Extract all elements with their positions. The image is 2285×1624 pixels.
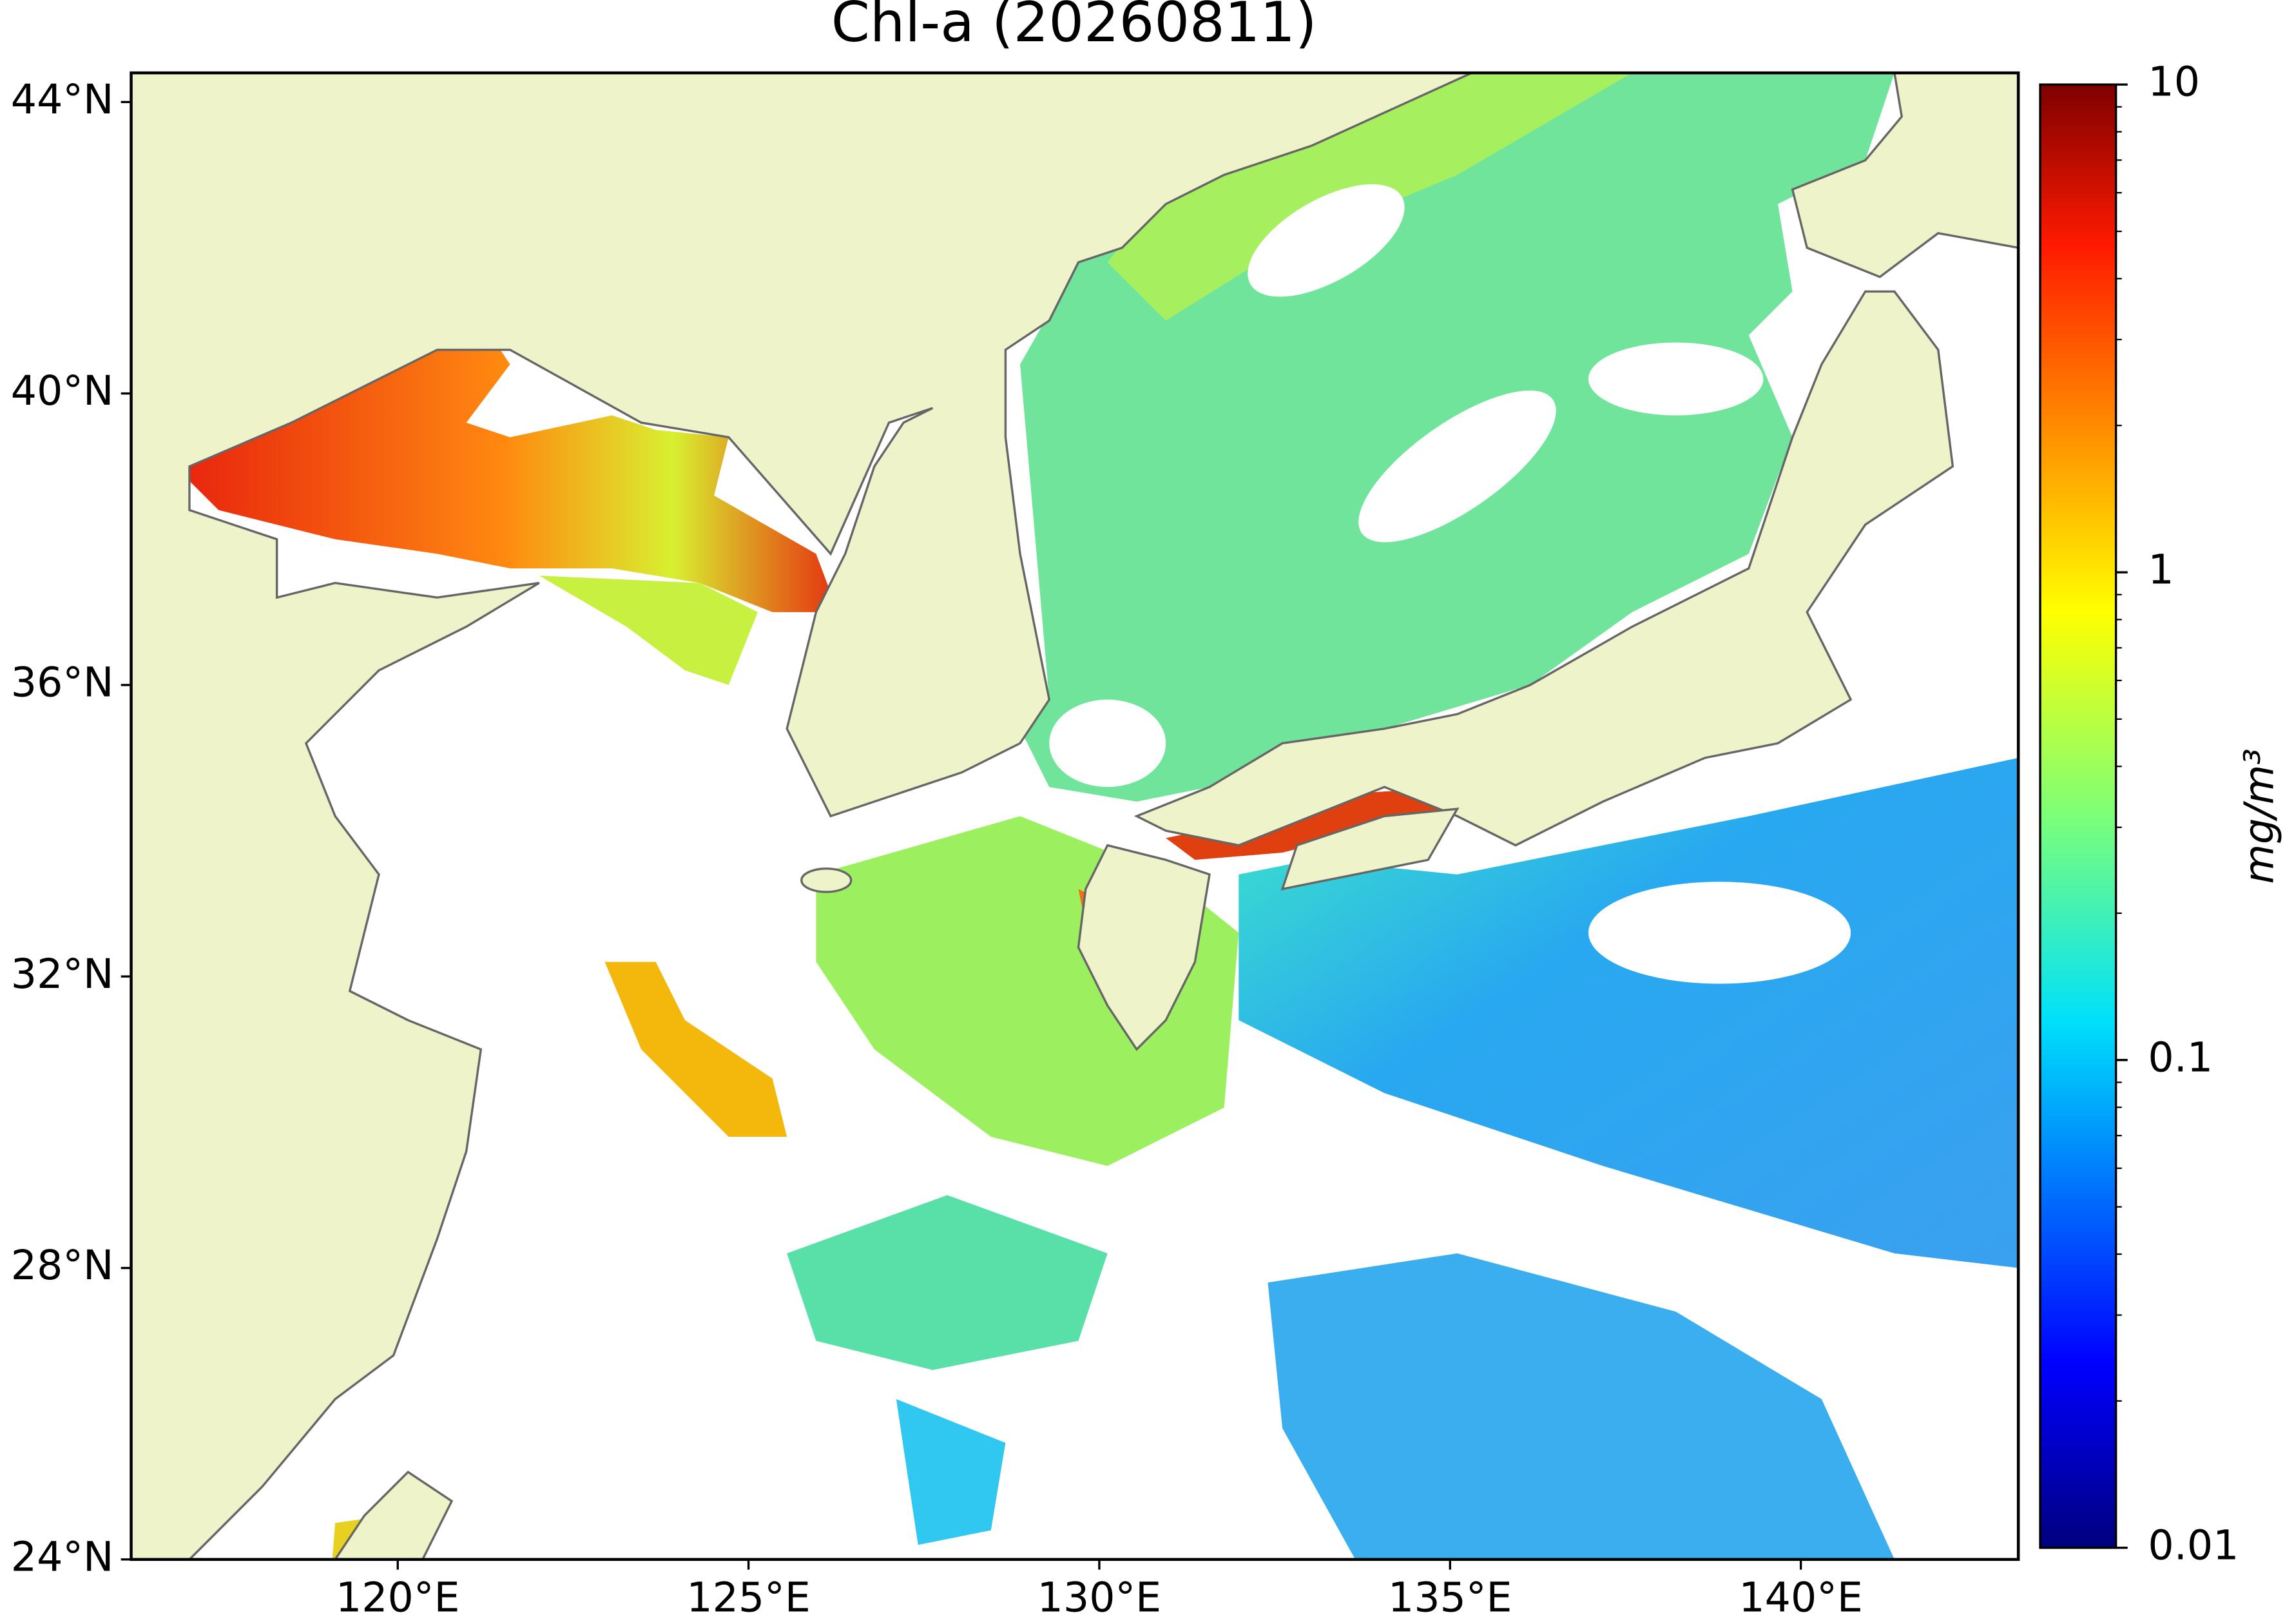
x-tick-label: 120°E	[336, 1574, 460, 1621]
land-hokkaido	[1791, 73, 2019, 278]
land-jeju	[800, 867, 853, 893]
land-kyushu	[1077, 844, 1211, 1051]
colorbar	[2039, 83, 2117, 1549]
cloud-gap	[1588, 342, 1764, 416]
chl-pacific	[1239, 757, 2019, 1268]
y-tick-label: 40°N	[11, 367, 114, 414]
colorbar-tick-label: 1	[2148, 546, 2174, 594]
x-tick-label: 135°E	[1388, 1574, 1512, 1621]
chl-okinawa	[896, 1399, 1006, 1545]
cloud-gap	[1358, 390, 1556, 543]
cloud-gap	[1248, 184, 1405, 297]
chl-bohai	[175, 342, 838, 612]
chl-shelf	[604, 962, 787, 1137]
colorbar-tick-label: 0.1	[2148, 1033, 2213, 1081]
colorbar-tick-label: 0.01	[2148, 1521, 2239, 1569]
cloud-gap	[1384, 1123, 1823, 1297]
chart-title: Chl-a (20260811)	[831, 0, 1317, 55]
x-tick-label: 130°E	[1037, 1574, 1162, 1621]
land-honshu	[1133, 290, 1954, 847]
land-continent	[131, 73, 1472, 1560]
land-shikoku	[1280, 807, 1460, 891]
y-tick-label: 32°N	[11, 950, 114, 998]
chl-east-china-sea-south	[787, 1195, 1108, 1370]
chl-pacific-south	[1268, 1253, 1895, 1560]
y-tick-label: 24°N	[11, 1532, 114, 1580]
y-tick-label: 36°N	[11, 658, 114, 706]
y-tick-label: 44°N	[11, 75, 114, 123]
cloud-gap	[1049, 699, 1166, 788]
colorbar-label: mg/m³	[2235, 748, 2282, 884]
land-taiwan	[334, 1470, 454, 1560]
map-area	[131, 73, 2019, 1560]
colorbar-tick-label: 10	[2148, 58, 2200, 106]
axes-frame	[130, 71, 2020, 1561]
x-tick-label: 125°E	[686, 1574, 811, 1621]
x-tick-label: 140°E	[1739, 1574, 1863, 1621]
cloud-gap	[1588, 882, 1851, 984]
chl-yellow-sea	[539, 575, 758, 685]
y-tick-label: 28°N	[11, 1241, 114, 1289]
